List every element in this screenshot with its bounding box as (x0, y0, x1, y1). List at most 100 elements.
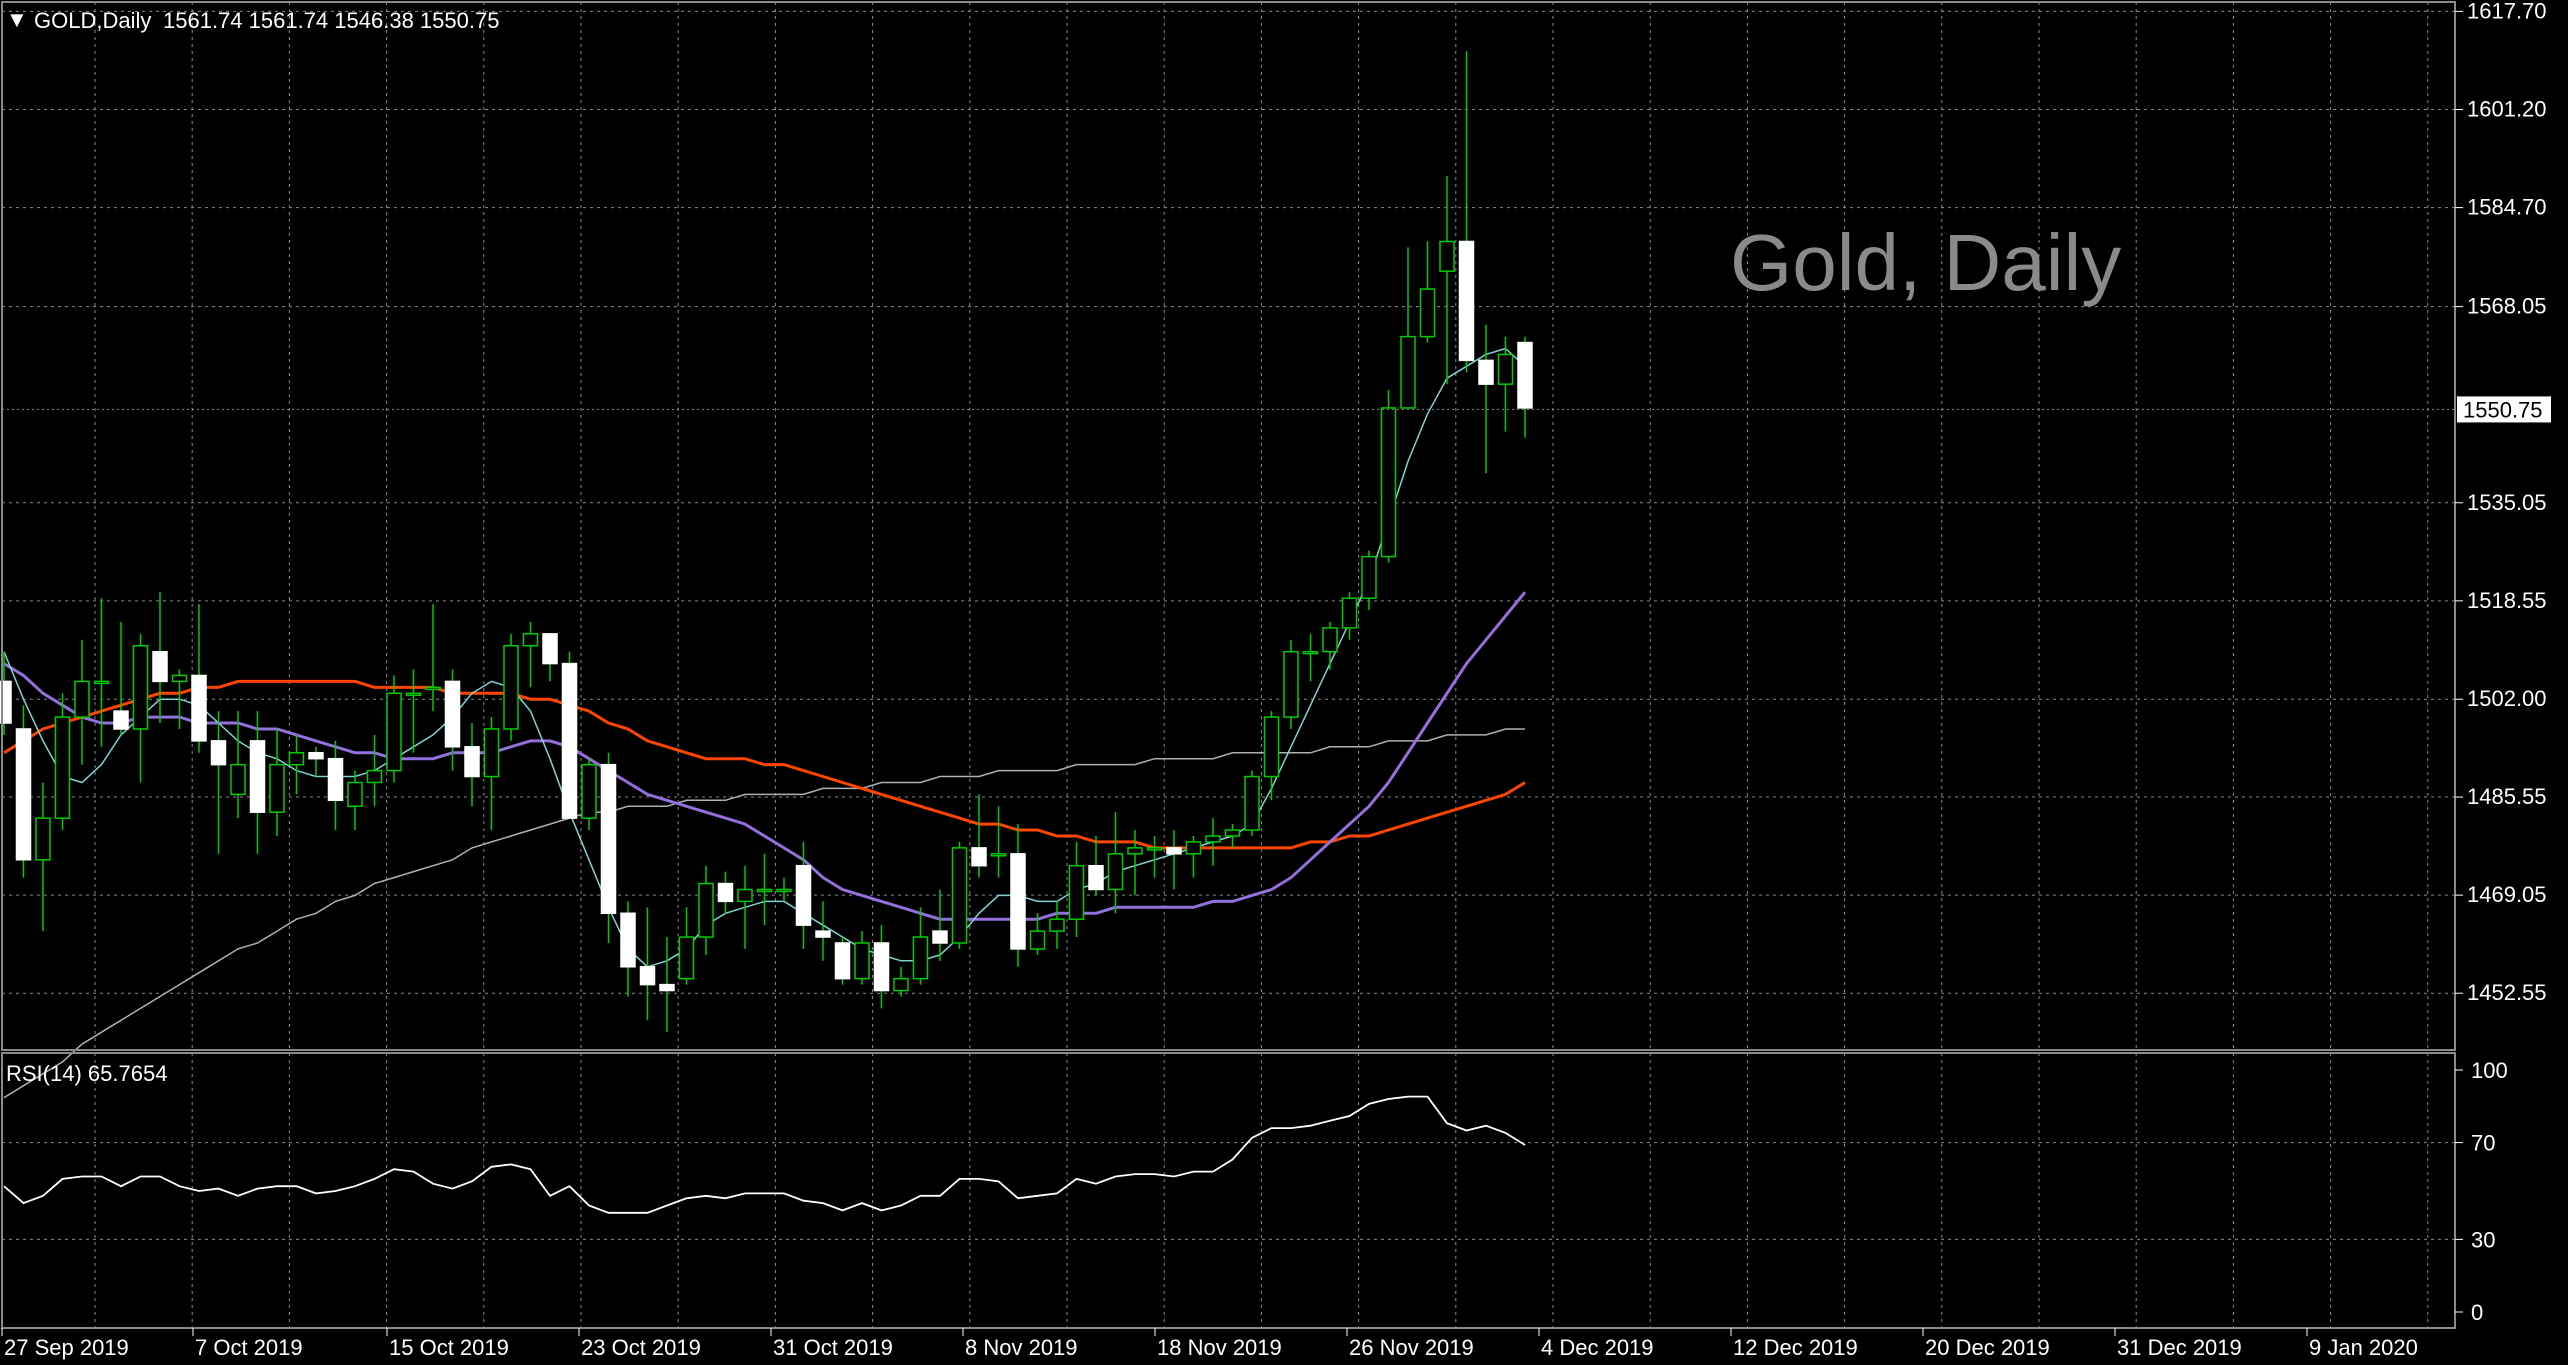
candle[interactable] (1244, 770, 1260, 836)
candle[interactable] (405, 669, 422, 753)
candle[interactable] (249, 711, 266, 854)
candle[interactable] (1166, 830, 1182, 890)
candle-body (932, 930, 948, 944)
candle[interactable] (990, 806, 1007, 878)
candle[interactable] (873, 925, 890, 1009)
candle[interactable] (1497, 336, 1514, 432)
candle-body (756, 888, 773, 893)
candle[interactable] (1302, 633, 1319, 682)
candle[interactable] (366, 734, 383, 807)
candle-body (1400, 335, 1416, 409)
candle-body (1497, 353, 1514, 385)
candle[interactable] (483, 717, 500, 831)
rsi-panel (3, 1095, 1526, 1214)
candle[interactable] (659, 937, 675, 1033)
candle[interactable] (522, 621, 539, 688)
candle[interactable] (1419, 241, 1436, 343)
candle[interactable] (464, 723, 480, 807)
candle-body (873, 942, 890, 992)
candle[interactable] (444, 669, 461, 771)
candle[interactable] (269, 728, 285, 836)
candle[interactable] (308, 746, 324, 777)
candle[interactable] (1478, 324, 1494, 474)
candle[interactable] (1029, 913, 1046, 955)
candle[interactable] (1322, 621, 1338, 670)
candle[interactable] (717, 871, 734, 914)
candle[interactable] (795, 841, 812, 949)
price-tick-label: 1485.55 (2467, 784, 2547, 809)
candle-body (1088, 864, 1104, 891)
candle[interactable] (815, 901, 831, 961)
candle[interactable] (1146, 835, 1163, 878)
candle[interactable] (1224, 824, 1241, 848)
candle[interactable] (152, 592, 168, 724)
candle[interactable] (581, 758, 597, 831)
candle-body (1068, 864, 1085, 920)
candle[interactable] (1088, 835, 1104, 896)
candle[interactable] (756, 853, 773, 926)
candle[interactable] (1458, 51, 1475, 373)
candle[interactable] (74, 639, 90, 765)
candle[interactable] (639, 907, 656, 1021)
candle[interactable] (1107, 812, 1124, 914)
candle[interactable] (1517, 336, 1533, 438)
candle[interactable] (854, 931, 870, 985)
candle[interactable] (737, 865, 753, 949)
candle[interactable] (288, 734, 305, 795)
candle[interactable] (932, 889, 948, 961)
candle[interactable] (561, 651, 578, 819)
candle[interactable] (912, 907, 929, 985)
candle[interactable] (347, 770, 363, 831)
candle[interactable] (678, 907, 695, 985)
candle[interactable] (1127, 830, 1143, 896)
candlesticks[interactable] (0, 51, 1533, 1033)
candle[interactable] (620, 901, 636, 997)
candle[interactable] (1283, 639, 1299, 729)
candle[interactable] (35, 782, 51, 932)
candle[interactable] (834, 937, 851, 985)
candle-body (503, 644, 519, 730)
candle[interactable] (386, 675, 402, 783)
candle[interactable] (132, 633, 149, 783)
candle[interactable] (776, 877, 792, 902)
candle[interactable] (0, 651, 12, 735)
candle[interactable] (698, 865, 714, 955)
candle[interactable] (1400, 247, 1416, 409)
candle[interactable] (425, 604, 441, 712)
candle[interactable] (327, 740, 344, 831)
candle[interactable] (1380, 390, 1397, 563)
grid-lines (2, 2, 2455, 1328)
candle[interactable] (230, 711, 246, 819)
candle[interactable] (93, 598, 110, 747)
candle[interactable] (971, 794, 987, 878)
candle[interactable] (503, 633, 519, 741)
candle[interactable] (1068, 841, 1085, 938)
candle[interactable] (951, 841, 968, 949)
candle[interactable] (210, 711, 227, 854)
candle[interactable] (171, 669, 188, 729)
rsi-panel-frame (1, 1052, 2456, 1329)
candle[interactable] (1263, 711, 1280, 801)
rsi-tick-label: 100 (2471, 1058, 2508, 1083)
candle[interactable] (600, 752, 617, 943)
candle[interactable] (893, 966, 909, 997)
candle-body (912, 936, 929, 980)
candle[interactable] (54, 693, 71, 831)
date-label: 31 Dec 2019 (2117, 1335, 2242, 1360)
candle-body (1263, 716, 1280, 778)
candle[interactable] (191, 604, 207, 753)
candle[interactable] (1205, 818, 1221, 866)
candle[interactable] (1049, 901, 1065, 949)
candle-body (249, 740, 266, 813)
candle[interactable] (15, 705, 32, 878)
symbol-menu-triangle[interactable]: ▼ (6, 7, 28, 32)
candle[interactable] (1185, 835, 1202, 878)
candle[interactable] (1361, 550, 1377, 611)
candle[interactable] (1341, 592, 1358, 640)
candle-body (1302, 650, 1319, 655)
candle[interactable] (113, 621, 129, 735)
candle[interactable] (1439, 176, 1455, 385)
candle[interactable] (542, 633, 558, 682)
candle[interactable] (1010, 824, 1026, 967)
